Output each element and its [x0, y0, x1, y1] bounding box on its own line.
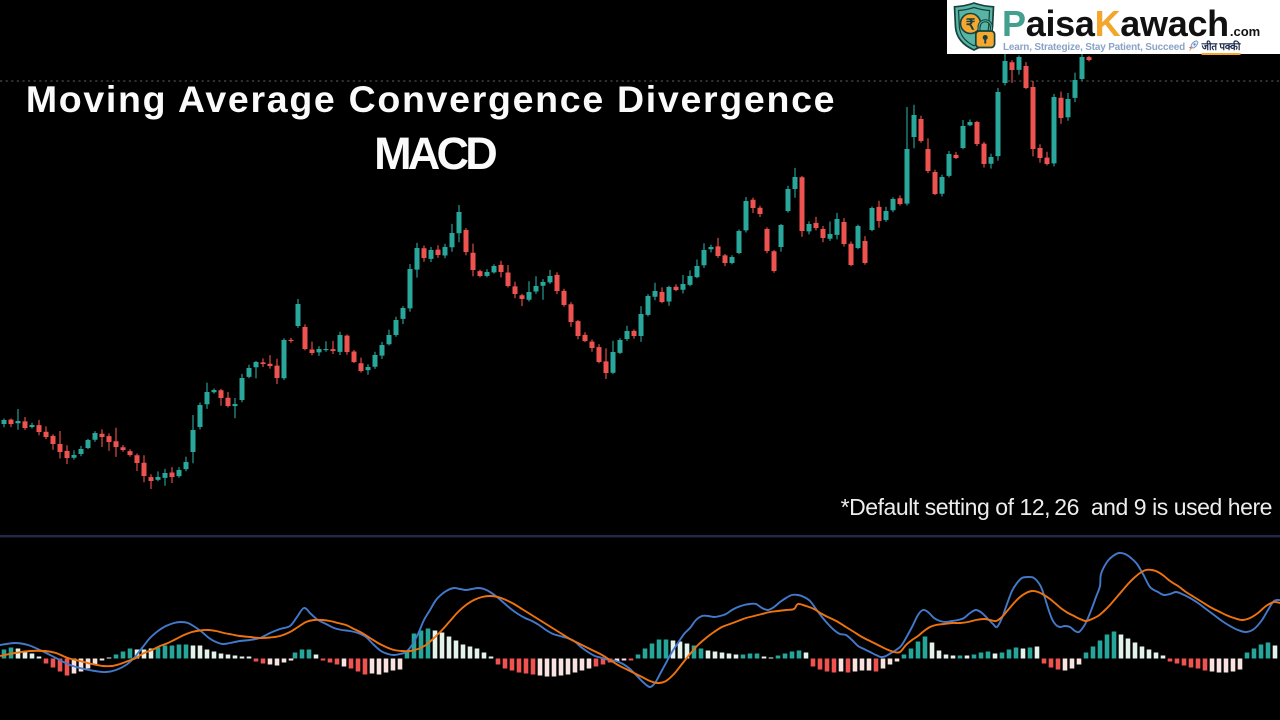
svg-text:₹: ₹: [966, 17, 976, 34]
